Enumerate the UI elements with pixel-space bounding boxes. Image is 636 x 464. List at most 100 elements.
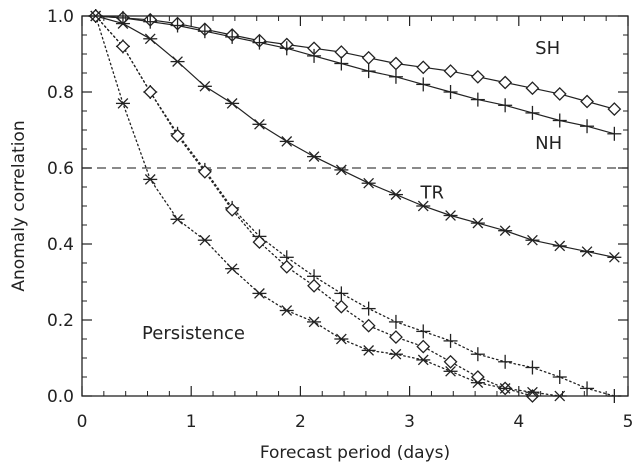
nh-point — [552, 113, 567, 128]
tr-persistence-line — [95, 15, 561, 397]
sh-persistence-point — [389, 330, 403, 345]
sh-point — [416, 60, 431, 75]
x-tick-label: 0 — [77, 412, 88, 432]
sh-persistence-point — [143, 85, 158, 99]
tr-point — [361, 177, 376, 189]
nh-persistence-point — [361, 301, 376, 316]
sh-point — [443, 64, 458, 79]
tr-persistence-point — [197, 234, 212, 246]
tr-point — [225, 98, 240, 109]
nh-persistence-line — [95, 15, 615, 397]
tr-persistence-point — [443, 365, 458, 377]
nh-point — [498, 98, 513, 113]
tr-point — [416, 200, 431, 212]
sh-persistence-point — [307, 278, 321, 293]
x-tick-label: 5 — [623, 412, 634, 432]
y-tick-label: 1.0 — [47, 7, 74, 27]
x-tick-label: 4 — [513, 412, 524, 432]
y-tick-label: 0.0 — [47, 387, 74, 407]
annotation-nh: NH — [535, 133, 562, 154]
y-tick-label: 0.6 — [47, 159, 74, 179]
sh-persistence-point — [443, 354, 458, 369]
tr-persistence-point — [252, 288, 267, 299]
y-tick-label: 0.4 — [47, 235, 74, 255]
y-tick-label: 0.8 — [47, 83, 74, 103]
nh-persistence-point — [416, 324, 431, 339]
sh-persistence-point — [470, 370, 485, 384]
nh-point — [388, 69, 403, 84]
nh-persistence-point — [580, 381, 595, 396]
sh-persistence-point — [416, 339, 431, 354]
nh-persistence-point — [334, 286, 349, 301]
tr-point — [170, 56, 185, 67]
sh-persistence-point — [252, 235, 267, 250]
nh-point — [143, 14, 158, 29]
sh-persistence-point — [334, 299, 349, 314]
nh-point — [225, 29, 240, 44]
nh-point — [115, 10, 130, 25]
sh-persistence-point — [197, 164, 212, 179]
sh-persistence-point — [279, 259, 294, 274]
nh-point — [334, 56, 349, 71]
sh-persistence-point — [361, 318, 376, 333]
nh-point — [416, 77, 431, 92]
tr-persistence-point — [170, 213, 185, 225]
nh-persistence-point — [443, 333, 458, 348]
nh-persistence-point — [552, 370, 567, 384]
annotation-persistence: Persistence — [142, 323, 245, 344]
sh-point — [552, 86, 567, 101]
tr-persistence-point — [334, 333, 349, 345]
sh-persistence-line — [95, 15, 534, 397]
nh-persistence-point — [525, 360, 540, 375]
nh-line — [95, 15, 615, 135]
tr-persistence-point — [279, 305, 294, 316]
nh-point — [580, 119, 595, 134]
nh-point — [307, 48, 322, 63]
tr-point — [252, 118, 267, 130]
tr-point — [580, 246, 595, 257]
sh-persistence-point — [170, 128, 185, 143]
nh-point — [252, 35, 267, 50]
tr-point — [525, 234, 540, 246]
tr-persistence-point — [225, 263, 240, 275]
tr-persistence-point — [470, 377, 485, 389]
tr-point — [279, 136, 294, 147]
nh-point — [607, 126, 622, 141]
annotations: SH NH TR Persistence — [142, 38, 562, 344]
tr-point — [498, 225, 513, 237]
tr-persistence-point — [143, 174, 158, 185]
tr-point — [197, 80, 212, 92]
y-tick-label: 0.2 — [47, 311, 74, 331]
sh-point — [607, 102, 622, 117]
tr-point — [388, 189, 403, 200]
tr-point — [115, 18, 130, 29]
tr-point — [307, 151, 322, 162]
tr-persistence-point — [361, 345, 376, 356]
tr-point — [607, 251, 622, 263]
tr-persistence-point — [388, 348, 403, 360]
nh-point — [525, 105, 540, 120]
sh-point — [580, 94, 594, 109]
x-tick-label: 3 — [404, 412, 415, 432]
nh-persistence-point — [498, 354, 513, 369]
nh-point — [470, 92, 485, 107]
tr-point — [552, 240, 567, 252]
axis-ticks: 0 1 2 3 4 5 0.0 0.2 0.4 0.6 0.8 1.0 — [47, 7, 633, 432]
tr-persistence-point — [115, 98, 130, 109]
tr-point — [143, 33, 158, 45]
series-markers — [88, 9, 622, 403]
nh-persistence-point — [388, 314, 403, 329]
nh-persistence-point — [470, 347, 485, 362]
nh-point — [279, 41, 294, 56]
nh-point — [197, 24, 212, 39]
tr-persistence-point — [416, 354, 431, 366]
tr-point — [443, 210, 458, 221]
sh-point — [361, 50, 376, 65]
x-axis-title: Forecast period (days) — [260, 443, 450, 463]
nh-point — [170, 18, 185, 33]
nh-point — [361, 64, 376, 79]
tr-persistence-point — [307, 316, 322, 328]
annotation-sh: SH — [535, 38, 560, 59]
annotation-tr: TR — [420, 182, 445, 203]
